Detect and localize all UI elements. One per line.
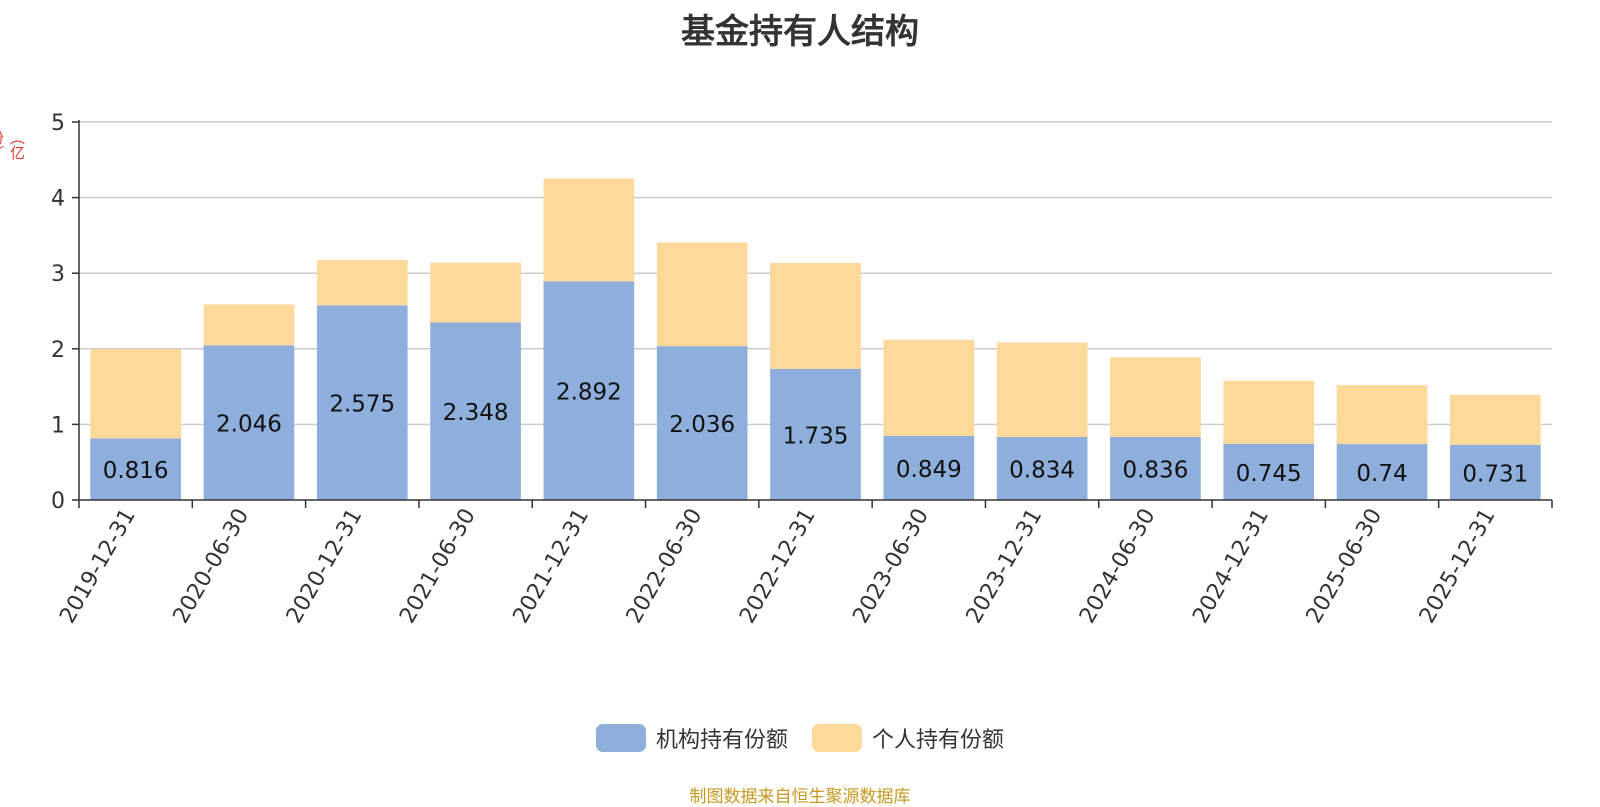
x-tick-label: 2024-06-30 [1075,505,1161,628]
bar-institutional [1450,444,1541,500]
bar-individual [430,262,521,323]
bar-individual [1110,357,1201,437]
bar-institutional [1336,444,1428,500]
legend-item-individual[interactable]: 个人持有份额 [812,722,1004,754]
bar-institutional [203,345,295,500]
bar-value-label: 0.836 [1122,457,1188,483]
bar-institutional [543,281,635,500]
x-tick-label: 2023-06-30 [848,504,934,627]
bar-value-label: 0.74 [1356,461,1407,487]
bar-individual [1450,394,1541,445]
bar-value-label: 2.892 [556,380,622,406]
x-tick-label: 2023-12-31 [962,505,1048,628]
bar-value-label: 0.745 [1236,461,1302,487]
x-tick-label: 2025-06-30 [1302,505,1388,628]
bar-individual [316,259,408,306]
bar-institutional [656,346,748,500]
bar-value-label: 2.036 [669,412,735,438]
bar-value-label: 1.735 [783,423,849,449]
bar-value-label: 0.834 [1009,457,1075,483]
bar-institutional [430,322,521,500]
bar-individual [203,304,295,346]
bar-value-label: 0.731 [1462,461,1528,487]
bar-individual [1223,380,1315,444]
bar-individual [90,349,181,439]
legend-label-institutional: 机构持有份额 [655,728,788,753]
bar-individual [543,178,635,282]
bar-individual [1336,385,1428,445]
x-tick-label: 2021-12-31 [509,505,595,628]
x-tick-label: 2024-12-31 [1188,505,1274,628]
legend-label-individual: 个人持有份额 [872,728,1005,753]
y-tick-label: 4 [51,187,65,212]
bar-institutional [883,435,975,500]
x-tick-label: 2022-12-31 [735,505,821,628]
legend-swatch-individual [812,724,862,752]
bar-individual [770,262,861,369]
bar-value-label: 0.816 [103,458,169,484]
legend-swatch-institutional [595,724,646,752]
bar-institutional [316,305,408,500]
x-tick-label: 2025-12-31 [1415,505,1501,628]
bar-value-label: 2.046 [216,412,282,438]
bar-value-label: 0.849 [896,457,962,483]
bar-individual [996,342,1088,437]
bar-value-label: 2.348 [443,400,509,426]
y-tick-label: 5 [51,111,65,136]
y-tick-label: 2 [51,338,65,363]
bar-value-label: 2.575 [329,392,395,418]
chart-legend: 机构持有份额 个人持有份额 [0,722,1600,754]
bar-individual [883,339,975,436]
x-tick-label: 2021-06-30 [395,504,481,627]
bar-institutional [1110,436,1201,500]
bar-institutional [1223,443,1315,500]
y-axis-unit: （亿份） [0,130,26,160]
bar-institutional [770,368,861,500]
x-tick-label: 2020-12-31 [282,505,368,628]
bar-institutional [90,438,181,500]
bar-institutional [996,436,1088,500]
x-tick-label: 2019-12-31 [55,505,141,628]
y-tick-label: 3 [51,262,65,287]
chart-title: 基金持有人结构 [681,12,919,52]
x-tick-label: 2022-06-30 [622,505,708,628]
y-tick-label: 0 [51,489,65,514]
legend-item-institutional[interactable]: 机构持有份额 [595,722,788,754]
x-tick-label: 2020-06-30 [169,505,255,628]
source-note: 制图数据来自恒生聚源数据库 [689,787,911,807]
y-tick-label: 1 [51,413,65,438]
bar-individual [656,242,748,347]
